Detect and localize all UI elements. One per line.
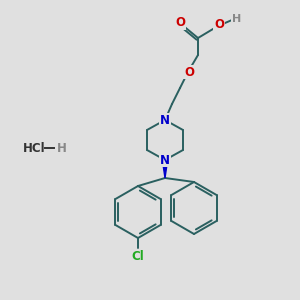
Text: O: O (175, 16, 185, 29)
Text: HCl: HCl (23, 142, 45, 154)
Text: H: H (232, 14, 242, 24)
Text: N: N (160, 154, 170, 166)
Text: O: O (184, 65, 194, 79)
Polygon shape (163, 161, 167, 178)
Text: N: N (160, 113, 170, 127)
Text: O: O (214, 19, 224, 32)
Text: Cl: Cl (132, 250, 144, 262)
Text: H: H (57, 142, 67, 154)
